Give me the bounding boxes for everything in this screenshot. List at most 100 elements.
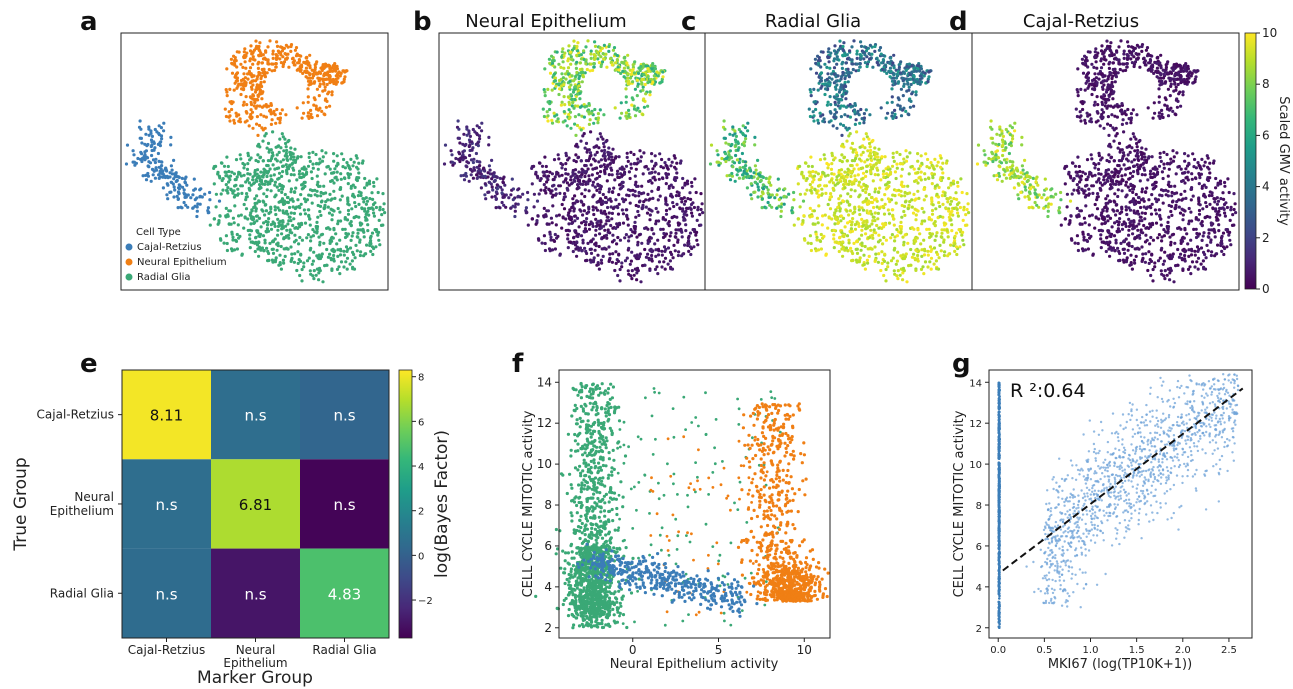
umap-b-point xyxy=(481,174,485,178)
umap-a-point xyxy=(234,239,239,243)
umap-b-point xyxy=(635,184,639,188)
panel-label-c: c xyxy=(681,7,696,37)
umap-c-point xyxy=(892,217,896,221)
umap-b-point xyxy=(469,168,473,172)
umap-c-point xyxy=(967,211,971,215)
umap-b-point xyxy=(566,95,571,99)
umap-c-point xyxy=(779,205,783,209)
umap-b-point xyxy=(614,198,618,202)
umap-b-point xyxy=(701,211,705,215)
umap-b-point xyxy=(566,172,570,176)
umap-a-point xyxy=(244,207,249,211)
umap-c-point xyxy=(938,214,942,219)
umap-c-point xyxy=(965,207,969,212)
umap-c-point xyxy=(753,180,758,184)
umap-c-point xyxy=(843,84,847,88)
umap-b-point xyxy=(593,44,598,49)
umap-c-point xyxy=(917,176,921,180)
umap-a-point xyxy=(247,124,251,128)
umap-a-point xyxy=(262,167,266,171)
umap-a-point xyxy=(338,74,342,78)
umap-a-point xyxy=(181,185,185,189)
umap-a-point xyxy=(265,163,269,168)
umap-b-point xyxy=(470,148,474,152)
umap-a-point xyxy=(377,230,381,234)
umap-c-point xyxy=(930,208,935,213)
umap-a-point xyxy=(169,143,173,147)
umap-b-point xyxy=(557,92,561,97)
umap-c-point xyxy=(850,141,855,145)
umap-a-point xyxy=(191,206,195,210)
umap-b-point xyxy=(618,222,622,227)
umap-c-point xyxy=(868,145,872,149)
umap-a-point xyxy=(317,162,321,166)
umap-c-point xyxy=(853,102,857,106)
umap-b-point xyxy=(544,186,548,190)
umap-a-point xyxy=(300,267,304,272)
umap-c-point xyxy=(935,267,939,271)
umap-c-point xyxy=(899,220,903,224)
umap-b-point xyxy=(480,129,484,133)
umap-c-point xyxy=(910,226,914,230)
umap-c-point xyxy=(836,74,840,78)
umap-a-point xyxy=(223,107,227,111)
umap-b-point xyxy=(602,145,606,149)
umap-b-point xyxy=(565,187,570,191)
umap-c-point xyxy=(907,172,911,176)
umap-a-point xyxy=(292,211,296,215)
umap-c-point xyxy=(812,87,816,91)
umap-b-point xyxy=(526,198,530,202)
umap-c-point xyxy=(816,248,821,252)
umap-a-point xyxy=(321,155,325,159)
umap-a-point xyxy=(203,192,207,196)
umap-b-point xyxy=(550,172,555,176)
umap-b-point xyxy=(592,212,596,217)
umap-b-point xyxy=(616,235,620,240)
umap-b-point xyxy=(579,57,584,61)
umap-b-point xyxy=(636,82,640,86)
umap-a-point xyxy=(290,57,295,61)
umap-a-point xyxy=(264,49,268,53)
umap-b-point xyxy=(600,149,604,153)
umap-c-point xyxy=(965,223,969,227)
umap-b-point xyxy=(540,164,545,168)
umap-b-point xyxy=(627,170,632,174)
umap-c-point xyxy=(922,238,926,242)
umap-c-point xyxy=(859,185,863,189)
umap-c-point xyxy=(894,176,898,181)
umap-a-point xyxy=(360,161,365,165)
umap-b-point xyxy=(605,65,609,69)
umap-c-point xyxy=(909,247,913,252)
umap-b-point xyxy=(550,61,555,65)
umap-a-point xyxy=(224,234,228,238)
umap-c-point xyxy=(756,195,760,199)
umap-a-point xyxy=(302,197,307,201)
umap-a-point xyxy=(326,226,330,230)
umap-b-point xyxy=(614,61,618,65)
umap-a-point xyxy=(259,225,263,229)
umap-b-point xyxy=(543,94,547,98)
umap-b-point xyxy=(558,191,562,195)
umap-b-point xyxy=(560,72,564,76)
umap-c-point xyxy=(856,222,861,226)
umap-a-point xyxy=(296,261,300,265)
umap-c-point xyxy=(813,57,818,61)
umap-b-point xyxy=(585,67,589,72)
umap-b-point xyxy=(602,43,607,48)
umap-b-point xyxy=(695,230,699,234)
umap-a-point xyxy=(296,226,300,230)
umap-c-point xyxy=(873,173,877,177)
umap-c-point xyxy=(834,208,838,212)
umap-b-point xyxy=(646,74,650,79)
umap-a-point xyxy=(262,249,266,253)
umap-c-point xyxy=(871,65,875,69)
umap-a-point xyxy=(288,215,292,219)
umap-b-point xyxy=(601,137,605,141)
umap-a-point xyxy=(144,178,149,182)
umap-a-point xyxy=(370,191,374,195)
umap-b-point xyxy=(660,80,664,84)
umap-b-point xyxy=(593,185,597,189)
umap-c-point xyxy=(956,211,960,215)
umap-c-point xyxy=(812,100,816,104)
umap-a-point xyxy=(145,156,150,160)
